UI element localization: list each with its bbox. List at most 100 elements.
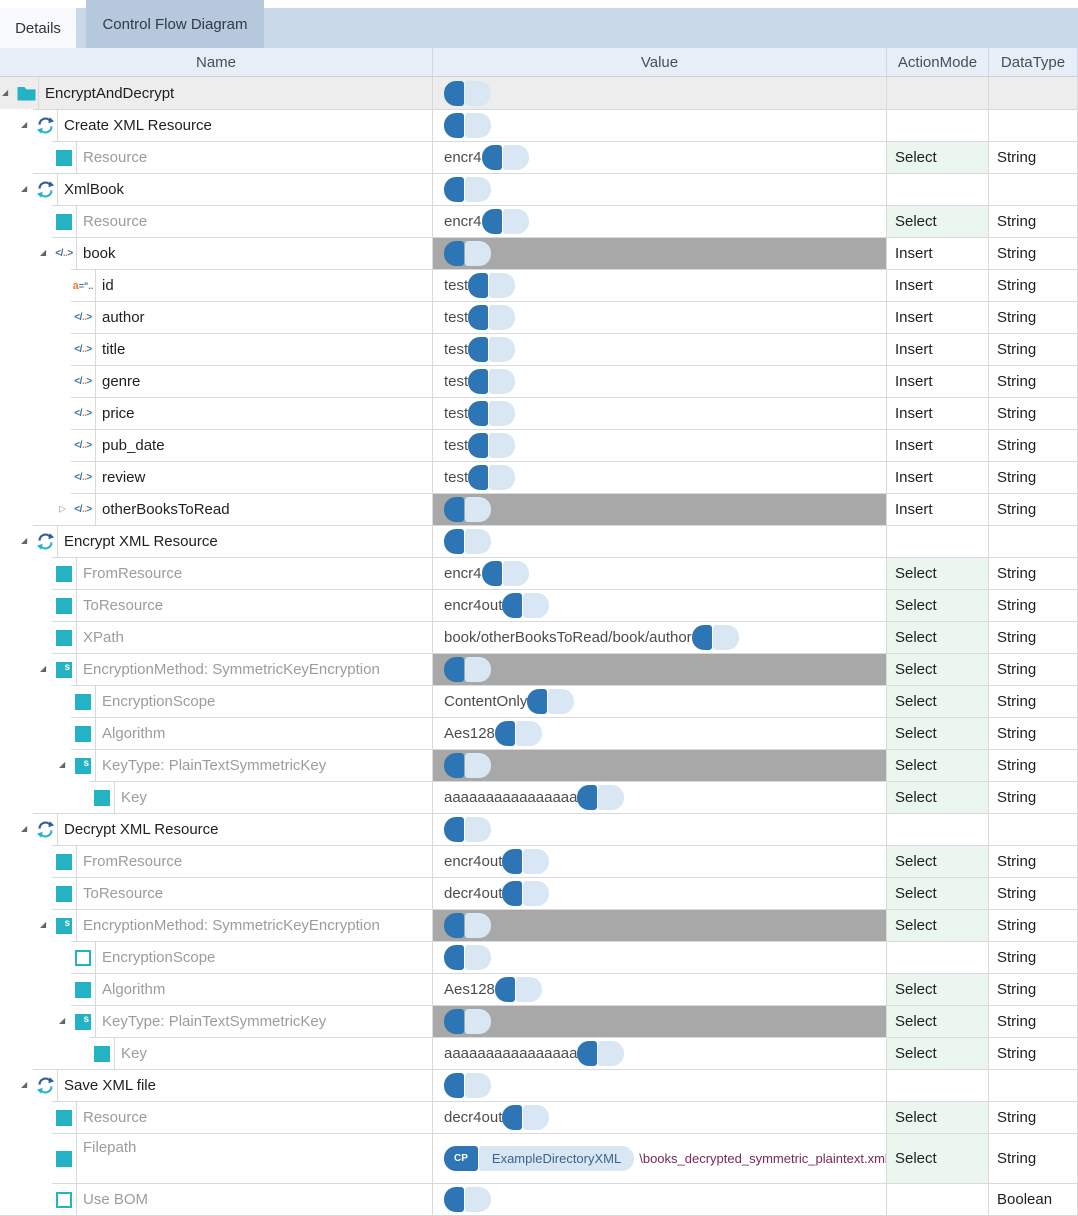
- action-mode-cell[interactable]: Select: [886, 1005, 988, 1037]
- name-cell[interactable]: </..> review: [0, 461, 432, 493]
- filepath-token[interactable]: CP ExampleDirectoryXML: [444, 1146, 635, 1171]
- expander-expanded-icon[interactable]: ◢: [21, 1080, 28, 1089]
- tree-row[interactable]: XPath book/otherBooksToRead/book/author …: [0, 621, 1078, 653]
- action-mode-cell[interactable]: Select: [886, 717, 988, 749]
- value-cell[interactable]: encr4out: [432, 845, 886, 877]
- action-mode-cell[interactable]: Insert: [886, 429, 988, 461]
- action-mode-cell[interactable]: Select: [886, 845, 988, 877]
- filepath-token[interactable]: [444, 529, 491, 554]
- column-header-actionmode[interactable]: ActionMode: [886, 48, 988, 76]
- value-cell[interactable]: test: [432, 269, 886, 301]
- action-mode-cell[interactable]: Insert: [886, 269, 988, 301]
- expander-collapsed-icon[interactable]: ▷: [59, 503, 66, 514]
- expander-expanded-icon[interactable]: ◢: [21, 184, 28, 193]
- tree-row[interactable]: a=".. id test Insert String: [0, 269, 1078, 301]
- value-cell[interactable]: decr4out: [432, 1101, 886, 1133]
- action-mode-cell[interactable]: Insert: [886, 365, 988, 397]
- expander-expanded-icon[interactable]: ◢: [2, 88, 9, 97]
- filepath-token[interactable]: [494, 977, 542, 1002]
- filepath-token[interactable]: [444, 817, 491, 842]
- name-cell[interactable]: ◢ s EncryptionMethod: SymmetricKeyEncryp…: [0, 909, 432, 941]
- value-cell[interactable]: [432, 237, 886, 269]
- value-cell[interactable]: [432, 653, 886, 685]
- name-cell[interactable]: FromResource: [0, 845, 432, 877]
- name-cell[interactable]: ToResource: [0, 589, 432, 621]
- tree-row[interactable]: ◢ Encrypt XML Resource: [0, 525, 1078, 557]
- filepath-token[interactable]: [444, 80, 491, 106]
- tree-row[interactable]: ◢ XmlBook: [0, 173, 1078, 205]
- value-cell[interactable]: [432, 941, 886, 973]
- value-cell[interactable]: test: [432, 461, 886, 493]
- name-cell[interactable]: EncryptionScope: [0, 685, 432, 717]
- value-cell[interactable]: [432, 909, 886, 941]
- name-cell[interactable]: ◢ Encrypt XML Resource: [0, 525, 432, 557]
- expander-expanded-icon[interactable]: ◢: [40, 920, 47, 929]
- name-cell[interactable]: Resource: [0, 1101, 432, 1133]
- tree-row[interactable]: </..> price test Insert String: [0, 397, 1078, 429]
- action-mode-cell[interactable]: Insert: [886, 237, 988, 269]
- name-cell[interactable]: ◢ Decrypt XML Resource: [0, 813, 432, 845]
- filepath-token[interactable]: [502, 1105, 550, 1130]
- filepath-token[interactable]: [502, 849, 550, 874]
- action-mode-cell[interactable]: Select: [886, 877, 988, 909]
- filepath-token[interactable]: [444, 913, 491, 938]
- filepath-token[interactable]: [481, 145, 529, 170]
- filepath-token[interactable]: [444, 113, 491, 138]
- tree-row[interactable]: FromResource encr4 Select String: [0, 557, 1078, 589]
- filepath-token[interactable]: [527, 689, 575, 714]
- filepath-token[interactable]: [502, 881, 550, 906]
- filepath-token[interactable]: [577, 1041, 625, 1066]
- action-mode-cell[interactable]: Select: [886, 781, 988, 813]
- action-mode-cell[interactable]: Insert: [886, 461, 988, 493]
- value-cell[interactable]: [432, 77, 886, 109]
- action-mode-cell[interactable]: Insert: [886, 397, 988, 429]
- name-cell[interactable]: Algorithm: [0, 973, 432, 1005]
- action-mode-cell[interactable]: [886, 525, 988, 557]
- action-mode-cell[interactable]: [886, 1183, 988, 1215]
- value-cell[interactable]: encr4: [432, 141, 886, 173]
- action-mode-cell[interactable]: Insert: [886, 333, 988, 365]
- value-cell[interactable]: test: [432, 429, 886, 461]
- value-cell[interactable]: test: [432, 397, 886, 429]
- expander-expanded-icon[interactable]: ◢: [21, 536, 28, 545]
- tab-control-flow-diagram[interactable]: Control Flow Diagram: [86, 0, 264, 48]
- name-cell[interactable]: XPath: [0, 621, 432, 653]
- tree-row[interactable]: FromResource encr4out Select String: [0, 845, 1078, 877]
- name-cell[interactable]: ◢ s KeyType: PlainTextSymmetricKey: [0, 749, 432, 781]
- filepath-token[interactable]: [577, 785, 625, 810]
- action-mode-cell[interactable]: Select: [886, 589, 988, 621]
- action-mode-cell[interactable]: Select: [886, 1133, 988, 1183]
- filepath-token[interactable]: [468, 433, 516, 458]
- filepath-token[interactable]: [481, 561, 529, 586]
- value-cell[interactable]: [432, 813, 886, 845]
- expander-expanded-icon[interactable]: ◢: [59, 760, 66, 769]
- action-mode-cell[interactable]: Select: [886, 141, 988, 173]
- value-cell[interactable]: Aes128: [432, 973, 886, 1005]
- filepath-token[interactable]: [444, 657, 491, 682]
- tree-row[interactable]: Filepath CP ExampleDirectoryXML \books_d…: [0, 1133, 1078, 1183]
- action-mode-cell[interactable]: Select: [886, 1037, 988, 1069]
- action-mode-cell[interactable]: Select: [886, 685, 988, 717]
- filepath-token[interactable]: [444, 241, 491, 266]
- action-mode-cell[interactable]: Insert: [886, 301, 988, 333]
- action-mode-cell[interactable]: [886, 109, 988, 141]
- name-cell[interactable]: ToResource: [0, 877, 432, 909]
- filepath-token[interactable]: [444, 497, 491, 522]
- filepath-token[interactable]: [468, 305, 516, 330]
- column-header-value[interactable]: Value: [432, 48, 886, 76]
- value-cell[interactable]: encr4out: [432, 589, 886, 621]
- name-cell[interactable]: Key: [0, 781, 432, 813]
- action-mode-cell[interactable]: [886, 1069, 988, 1101]
- action-mode-cell[interactable]: Select: [886, 557, 988, 589]
- filepath-token[interactable]: [444, 1009, 491, 1034]
- filepath-token[interactable]: [468, 273, 516, 298]
- column-header-datatype[interactable]: DataType: [988, 48, 1078, 76]
- value-cell[interactable]: [432, 173, 886, 205]
- tree-row[interactable]: EncryptionScope String: [0, 941, 1078, 973]
- value-cell[interactable]: test: [432, 301, 886, 333]
- name-cell[interactable]: ◢ </..> book: [0, 237, 432, 269]
- filepath-token[interactable]: [444, 177, 491, 202]
- action-mode-cell[interactable]: Select: [886, 749, 988, 781]
- value-cell[interactable]: [432, 1069, 886, 1101]
- name-cell[interactable]: Algorithm: [0, 717, 432, 749]
